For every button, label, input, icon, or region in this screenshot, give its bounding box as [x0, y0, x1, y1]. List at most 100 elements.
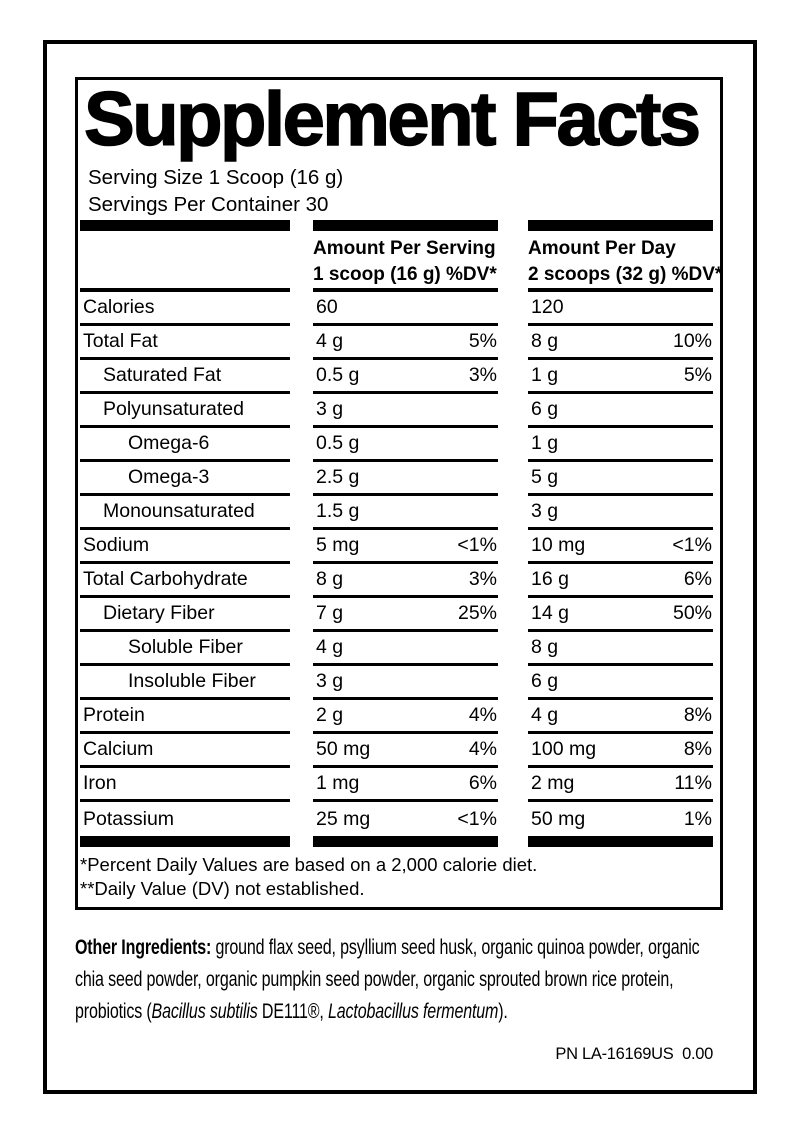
- serving-amount: 2.5 g: [316, 466, 360, 489]
- serving-amount: 3 g: [316, 398, 344, 421]
- day-amount: 6 g: [531, 670, 559, 693]
- day-dv: 50%: [672, 602, 712, 625]
- serving-amount: 25 mg: [316, 807, 371, 830]
- nutrient-name: Saturated Fat: [103, 364, 222, 387]
- table-row: Saturated Fat 0.5 g 3% 1 g 5%: [80, 360, 720, 395]
- table-row: Omega-3 2.5 g 5 g: [80, 462, 720, 497]
- table-row: Calcium 50 mg 4% 100 mg 8%: [80, 734, 720, 769]
- table-row: Insoluble Fiber 3 g 6 g: [80, 666, 720, 701]
- column-header-empty: [80, 236, 290, 288]
- serving-amount: 5 mg: [316, 534, 360, 557]
- day-amount: 1 g: [531, 364, 559, 387]
- nutrient-name: Total Fat: [83, 330, 158, 353]
- nutrient-name: Sodium: [83, 534, 150, 557]
- serving-cell: 5 mg <1%: [313, 530, 498, 565]
- serving-amount: 0.5 g: [316, 364, 360, 387]
- day-dv: 1%: [683, 807, 712, 830]
- day-cell: 1 g 5%: [528, 360, 713, 395]
- day-amount: 14 g: [531, 602, 569, 625]
- day-amount: 1 g: [531, 432, 559, 455]
- serving-dv: <1%: [457, 807, 497, 830]
- serving-cell: 7 g 25%: [313, 598, 498, 633]
- day-cell: 6 g: [528, 666, 713, 701]
- day-cell: 2 mg 11%: [528, 768, 713, 803]
- nutrient-name: Insoluble Fiber: [128, 670, 256, 693]
- serving-cell: 8 g 3%: [313, 564, 498, 599]
- day-amount: 8 g: [531, 330, 559, 353]
- nutrient-name: Soluble Fiber: [128, 636, 243, 659]
- day-amount: 4 g: [531, 704, 559, 727]
- ingredients-species-2: Lactobacillus fermentum: [328, 999, 499, 1023]
- serving-cell: 2.5 g: [313, 462, 498, 497]
- nutrient-name-cell: Polyunsaturated: [80, 394, 290, 429]
- bottom-rule-col1: [80, 836, 290, 848]
- day-header-line2: 2 scoops (32 g) %DV*: [528, 264, 723, 286]
- day-cell: 16 g 6%: [528, 564, 713, 599]
- ingredients-text-2: DE111®,: [257, 999, 329, 1023]
- day-cell: 120: [528, 292, 713, 327]
- day-cell: 8 g: [528, 632, 713, 667]
- table-row: Iron 1 mg 6% 2 mg 11%: [80, 768, 720, 803]
- serving-dv: 4%: [468, 704, 497, 727]
- nutrient-name: Monounsaturated: [103, 500, 255, 523]
- footnotes: *Percent Daily Values are based on a 2,0…: [80, 853, 720, 901]
- day-amount: 100 mg: [531, 738, 597, 761]
- serving-header-line2: 1 scoop (16 g) %DV*: [313, 264, 497, 286]
- serving-dv: 6%: [468, 772, 497, 795]
- table-row: Total Carbohydrate 8 g 3% 16 g 6%: [80, 564, 720, 599]
- serving-amount: 8 g: [316, 568, 344, 591]
- nutrient-name: Total Carbohydrate: [83, 568, 248, 591]
- table-row: Sodium 5 mg <1% 10 mg <1%: [80, 530, 720, 565]
- serving-cell: 4 g 5%: [313, 326, 498, 361]
- serving-cell: 1 mg 6%: [313, 768, 498, 803]
- nutrient-name-cell: Saturated Fat: [80, 360, 290, 395]
- top-rule-col1: [80, 220, 290, 232]
- footnote-percent-daily-values: *Percent Daily Values are based on a 2,0…: [80, 854, 538, 876]
- serving-dv: 5%: [468, 330, 497, 353]
- top-rule-col3: [528, 220, 713, 232]
- nutrient-name-cell: Potassium: [80, 802, 290, 836]
- day-amount: 16 g: [531, 568, 569, 591]
- serving-header-line1: Amount Per Serving: [313, 238, 496, 260]
- day-cell: 8 g 10%: [528, 326, 713, 361]
- day-dv: 6%: [683, 568, 712, 591]
- label-outer-border: [43, 40, 757, 1094]
- day-dv: <1%: [672, 534, 712, 557]
- serving-cell: 2 g 4%: [313, 700, 498, 735]
- nutrient-name-cell: Protein: [80, 700, 290, 735]
- day-cell: 6 g: [528, 394, 713, 429]
- serving-amount: 60: [316, 296, 338, 319]
- day-cell: 3 g: [528, 496, 713, 531]
- serving-cell: 1.5 g: [313, 496, 498, 531]
- nutrient-name-cell: Omega-6: [80, 428, 290, 463]
- table-top-rule: [80, 220, 720, 232]
- serving-dv: <1%: [457, 534, 497, 557]
- part-number: PN LA-16169US 0.00: [555, 1045, 713, 1063]
- table-row: Protein 2 g 4% 4 g 8%: [80, 700, 720, 735]
- day-header-line1: Amount Per Day: [528, 238, 676, 260]
- nutrient-name-cell: Soluble Fiber: [80, 632, 290, 667]
- serving-dv: 3%: [468, 364, 497, 387]
- day-cell: 100 mg 8%: [528, 734, 713, 769]
- serving-dv: 4%: [468, 738, 497, 761]
- other-ingredients-paragraph: Other Ingredients: ground flax seed, psy…: [75, 931, 723, 1027]
- serving-dv: 25%: [457, 602, 497, 625]
- serving-amount: 1.5 g: [316, 500, 360, 523]
- table-row: Total Fat 4 g 5% 8 g 10%: [80, 326, 720, 361]
- serving-amount: 7 g: [316, 602, 344, 625]
- serving-amount: 2 g: [316, 704, 344, 727]
- nutrient-name-cell: Sodium: [80, 530, 290, 565]
- serving-info: Serving Size 1 Scoop (16 g) Servings Per…: [88, 164, 720, 218]
- top-rule-col2: [313, 220, 498, 232]
- serving-amount: 50 mg: [316, 738, 371, 761]
- serving-amount: 1 mg: [316, 772, 360, 795]
- day-amount: 6 g: [531, 398, 559, 421]
- serving-size-line: Serving Size 1 Scoop (16 g): [88, 166, 344, 190]
- nutrient-name: Protein: [83, 704, 145, 727]
- serving-cell: 0.5 g: [313, 428, 498, 463]
- day-amount: 3 g: [531, 500, 559, 523]
- table-row: Calories 60 120: [80, 292, 720, 327]
- table-row: Soluble Fiber 4 g 8 g: [80, 632, 720, 667]
- serving-cell: 0.5 g 3%: [313, 360, 498, 395]
- other-ingredients-label: Other Ingredients:: [75, 935, 212, 959]
